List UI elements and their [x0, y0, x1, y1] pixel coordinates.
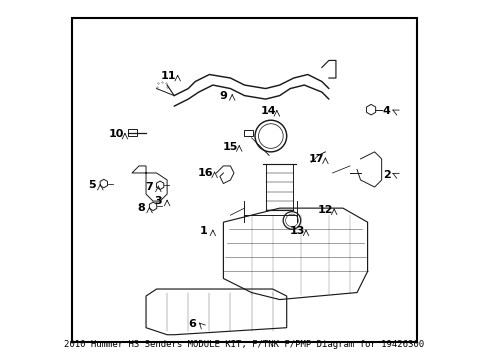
Text: 2: 2: [382, 170, 390, 180]
Text: 5: 5: [87, 180, 95, 190]
Text: 12: 12: [317, 205, 332, 215]
Text: 16: 16: [198, 168, 213, 178]
Text: 10: 10: [108, 129, 123, 139]
Text: 1: 1: [200, 226, 207, 236]
Text: 11: 11: [161, 71, 176, 81]
Text: 7: 7: [145, 182, 153, 192]
Bar: [244, 130, 253, 136]
Text: 13: 13: [289, 226, 305, 236]
Bar: [128, 129, 137, 136]
Text: 4: 4: [382, 107, 390, 116]
Text: 14: 14: [260, 107, 275, 116]
Text: 8: 8: [137, 203, 144, 213]
Bar: [266, 164, 292, 210]
Text: 3: 3: [154, 196, 162, 206]
Text: 15: 15: [223, 141, 238, 152]
Text: 9: 9: [219, 91, 227, 100]
Text: 17: 17: [308, 154, 324, 164]
Text: 6: 6: [187, 319, 195, 329]
Text: 2010 Hummer H3 Senders MODULE KIT, F/TNK F/PMP Diagram for 19426300: 2010 Hummer H3 Senders MODULE KIT, F/TNK…: [64, 340, 424, 349]
